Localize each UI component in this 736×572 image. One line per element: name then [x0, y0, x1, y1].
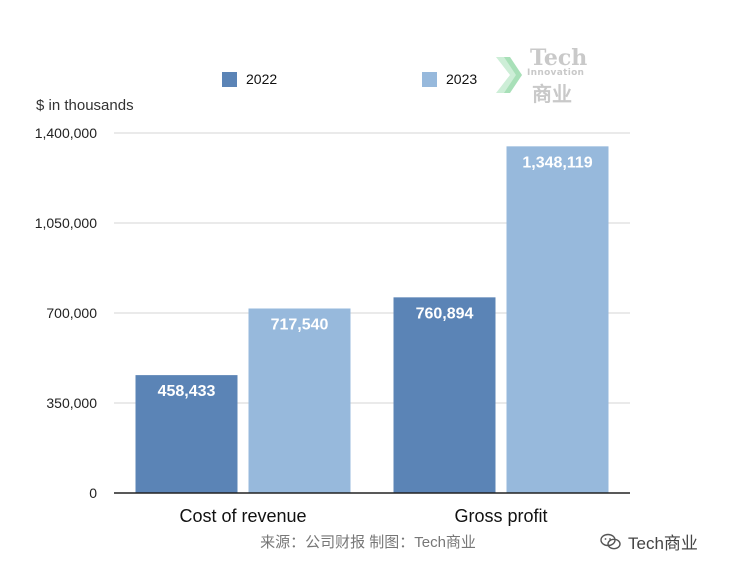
bar — [393, 297, 496, 493]
bars: 458,433 717,540 760,894 1,348,119 — [135, 146, 609, 494]
tech-innovation-logo: Tech Innovation 商业 — [494, 45, 594, 106]
legend-item-2022: 2022 — [222, 71, 277, 87]
legend-item-2023: 2023 — [422, 71, 477, 87]
legend-swatch-2023 — [422, 71, 437, 87]
y-axis-unit-label: $ in thousands — [36, 97, 134, 114]
legend-label-2022: 2022 — [246, 71, 278, 87]
chevron-logo-icon — [496, 57, 522, 93]
bar — [506, 146, 609, 494]
wechat-icon — [600, 533, 621, 549]
watermark-text: Tech商业 — [628, 534, 698, 553]
y-tick-label: 1,050,000 — [35, 215, 97, 231]
bar — [248, 308, 351, 493]
logo-text-innovation: Innovation — [527, 68, 585, 78]
y-tick-label: 1,400,000 — [35, 125, 97, 141]
wechat-watermark: Tech商业 — [600, 529, 698, 554]
axes: 0 350,000 700,000 1,050,000 1,400,000 Cost of… — [35, 125, 630, 526]
legend-label-2023: 2023 — [446, 71, 478, 87]
data-label: 458,433 — [158, 383, 216, 400]
logo-text-cn: 商业 — [532, 82, 572, 106]
logo-text-tech: Tech — [530, 45, 588, 71]
y-tick-label: 350,000 — [46, 395, 97, 411]
legend-swatch-2022 — [222, 71, 237, 87]
data-label: 760,894 — [416, 305, 474, 322]
x-tick-label: Gross profit — [454, 506, 547, 526]
data-label: 717,540 — [271, 316, 329, 333]
source-caption: 来源：公司财报 制图：Tech商业 — [260, 534, 476, 551]
x-tick-label: Cost of revenue — [179, 506, 306, 526]
data-label: 1,348,119 — [522, 154, 592, 171]
bar — [135, 375, 238, 493]
y-tick-label: 0 — [89, 485, 97, 501]
y-tick-label: 700,000 — [46, 305, 97, 321]
